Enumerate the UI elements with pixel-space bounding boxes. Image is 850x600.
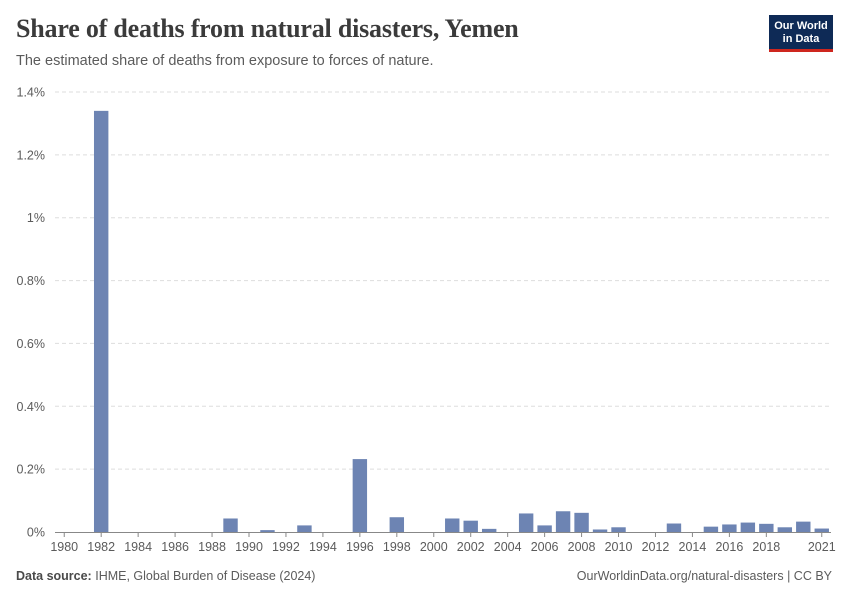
y-tick-label: 0.8% [17,274,46,288]
bar-2007 [555,511,571,532]
bar-2013 [666,523,682,532]
x-tick-label: 1994 [309,540,337,554]
x-tick-label: 2002 [457,540,485,554]
y-tick-label: 0.6% [17,337,46,351]
bar-1996 [352,459,368,532]
x-tick-label: 2014 [679,540,707,554]
owid-logo[interactable]: Our World in Data [769,15,833,52]
x-tick-label: 2000 [420,540,448,554]
x-tick-label: 2016 [715,540,743,554]
bar-2001 [445,518,460,532]
footer-link[interactable]: OurWorldinData.org/natural-disasters | C… [576,569,832,583]
bar-1989 [223,518,238,532]
x-tick-label: 2018 [752,540,780,554]
x-tick-label: 2006 [531,540,559,554]
data-source-text[interactable]: IHME, Global Burden of Disease (2024) [95,569,316,583]
x-tick-label: 2021 [808,540,836,554]
logo-line-1: Our World [774,20,828,32]
y-tick-label: 0% [27,526,45,540]
bar-2005 [518,513,534,532]
bar-2003 [481,528,497,532]
data-source: Data source: IHME, Global Burden of Dise… [16,569,315,583]
x-tick-label: 1984 [124,540,152,554]
bar-2016 [722,524,737,532]
bar-2018 [759,523,774,532]
x-tick-label: 1982 [87,540,115,554]
x-tick-label: 2008 [568,540,596,554]
x-tick-label: 1986 [161,540,189,554]
x-tick-label: 1996 [346,540,374,554]
bar-2017 [740,522,756,532]
bar-2002 [463,520,478,532]
y-tick-label: 0.2% [17,463,46,477]
logo-line-2: in Data [782,32,820,45]
x-tick-label: 1988 [198,540,226,554]
x-tick-label: 2012 [642,540,670,554]
bar-2008 [574,512,589,532]
bar-1993 [297,525,312,532]
data-source-label: Data source: [16,569,92,583]
bar-2019 [777,527,793,532]
y-tick-label: 0.4% [17,400,46,414]
bar-2021 [814,528,829,532]
x-tick-label: 1990 [235,540,263,554]
y-tick-label: 1% [27,211,45,225]
bar-2009 [592,529,608,532]
bar-2010 [611,527,626,532]
x-tick-label: 2004 [494,540,522,554]
bar-1991 [260,530,275,532]
x-tick-label: 1998 [383,540,411,554]
bar-2006 [537,525,552,532]
chart-subtitle: The estimated share of deaths from expos… [16,53,434,69]
y-tick-label: 1.2% [17,148,46,162]
bar-1998 [389,517,405,532]
bar-1982 [93,110,109,532]
x-tick-label: 1980 [50,540,78,554]
bar-2020 [796,521,811,532]
y-tick-label: 1.4% [17,86,46,100]
chart-title: Share of deaths from natural disasters, … [16,14,519,43]
bar-2015 [703,526,719,532]
x-tick-label: 1992 [272,540,300,554]
x-tick-label: 2010 [605,540,633,554]
